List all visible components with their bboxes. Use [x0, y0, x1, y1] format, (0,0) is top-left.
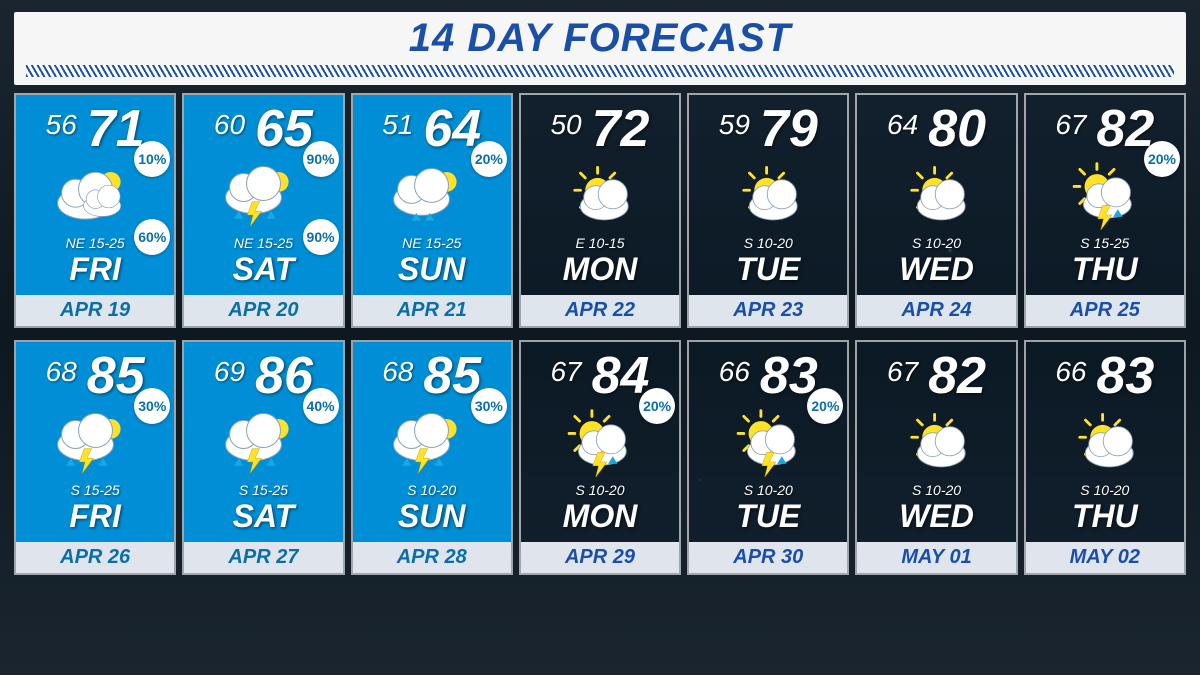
lo-temp: 64 [887, 103, 918, 141]
date-strip: APR 22 [521, 295, 679, 326]
forecast-card: 60 65 NE 15-25 SAT 90% 90% APR 20 [182, 93, 344, 328]
forecast-card: 66 83 S 10-20 TUE 20% APR 30 [687, 340, 849, 575]
lo-temp: 60 [214, 103, 245, 141]
day-of-week: FRI [22, 500, 168, 532]
date-strip: APR 20 [184, 295, 342, 326]
title-band: 14 DAY FORECAST [14, 12, 1186, 85]
lo-temp: 59 [719, 103, 750, 141]
lo-temp: 66 [719, 350, 750, 388]
precip-badge: 20% [471, 141, 507, 177]
wind-text: S 15-25 [190, 482, 336, 498]
weather-icon [863, 406, 1009, 478]
weather-icon [863, 159, 1009, 231]
forecast-card: 59 79 S 10-20 TUE APR 23 [687, 93, 849, 328]
weather-icon [695, 159, 841, 231]
date-strip: APR 23 [689, 295, 847, 326]
hi-temp: 65 [255, 103, 313, 155]
hi-temp: 85 [423, 350, 481, 402]
forecast-card: 50 72 E 10-15 MON APR 22 [519, 93, 681, 328]
day-of-week: MON [527, 500, 673, 532]
day-of-week: THU [1032, 253, 1178, 285]
wind-text: E 10-15 [527, 235, 673, 251]
wind-text: S 15-25 [1032, 235, 1178, 251]
date-strip: APR 30 [689, 542, 847, 573]
day-of-week: TUE [695, 500, 841, 532]
forecast-card: 64 80 S 10-20 WED APR 24 [855, 93, 1017, 328]
date-strip: APR 19 [16, 295, 174, 326]
hi-temp: 72 [592, 103, 650, 155]
day-of-week: FRI [22, 253, 168, 285]
lo-temp: 69 [214, 350, 245, 388]
hi-temp: 82 [1096, 103, 1154, 155]
forecast-card: 67 84 S 10-20 MON 20% APR 29 [519, 340, 681, 575]
day-of-week: SUN [359, 253, 505, 285]
forecast-title: 14 DAY FORECAST [14, 16, 1186, 61]
wind-text: NE 15-25 [359, 235, 505, 251]
precip-badge: 20% [1144, 141, 1180, 177]
lo-temp: 68 [46, 350, 77, 388]
wind-text: S 10-20 [863, 235, 1009, 251]
hi-temp: 83 [760, 350, 818, 402]
forecast-card: 68 85 S 15-25 FRI 30% APR 26 [14, 340, 176, 575]
forecast-card: 69 86 S 15-25 SAT 40% APR 27 [182, 340, 344, 575]
date-strip: APR 29 [521, 542, 679, 573]
hi-temp: 85 [87, 350, 145, 402]
lo-temp: 51 [382, 103, 413, 141]
day-of-week: TUE [695, 253, 841, 285]
date-strip: MAY 01 [857, 542, 1015, 573]
precip-badge: 20% [639, 388, 675, 424]
precip-badge: 30% [471, 388, 507, 424]
lo-temp: 66 [1055, 350, 1086, 388]
weather-icon [1032, 406, 1178, 478]
hi-temp: 64 [423, 103, 481, 155]
hi-temp: 71 [87, 103, 145, 155]
day-of-week: WED [863, 253, 1009, 285]
forecast-card: 67 82 S 10-20 WED MAY 01 [855, 340, 1017, 575]
lo-temp: 67 [1055, 103, 1086, 141]
hi-temp: 80 [928, 103, 986, 155]
wind-text: S 10-20 [1032, 482, 1178, 498]
hi-temp: 86 [255, 350, 313, 402]
forecast-card: 51 64 NE 15-25 SUN 20% APR 21 [351, 93, 513, 328]
wind-text: S 10-20 [695, 235, 841, 251]
hi-temp: 83 [1096, 350, 1154, 402]
date-strip: APR 28 [353, 542, 511, 573]
precip-badge: 90% [303, 219, 339, 255]
date-strip: APR 27 [184, 542, 342, 573]
forecast-card: 56 71 NE 15-25 FRI 10% 60% APR 19 [14, 93, 176, 328]
lo-temp: 56 [46, 103, 77, 141]
hi-temp: 84 [592, 350, 650, 402]
wind-text: S 10-20 [695, 482, 841, 498]
day-of-week: SUN [359, 500, 505, 532]
lo-temp: 50 [550, 103, 581, 141]
forecast-card: 68 85 S 10-20 SUN 30% APR 28 [351, 340, 513, 575]
day-of-week: SAT [190, 253, 336, 285]
date-strip: APR 21 [353, 295, 511, 326]
precip-badge: 90% [303, 141, 339, 177]
day-of-week: SAT [190, 500, 336, 532]
day-of-week: WED [863, 500, 1009, 532]
wind-text: S 10-20 [359, 482, 505, 498]
forecast-grid: 56 71 NE 15-25 FRI 10% 60% APR 19 60 65 [14, 93, 1186, 575]
weather-icon [527, 159, 673, 231]
lo-temp: 67 [887, 350, 918, 388]
day-of-week: MON [527, 253, 673, 285]
hi-temp: 79 [760, 103, 818, 155]
lo-temp: 67 [550, 350, 581, 388]
date-strip: APR 24 [857, 295, 1015, 326]
wind-text: S 10-20 [527, 482, 673, 498]
date-strip: APR 26 [16, 542, 174, 573]
date-strip: APR 25 [1026, 295, 1184, 326]
hi-temp: 82 [928, 350, 986, 402]
date-strip: MAY 02 [1026, 542, 1184, 573]
wind-text: S 10-20 [863, 482, 1009, 498]
wind-text: S 15-25 [22, 482, 168, 498]
forecast-card: 66 83 S 10-20 THU MAY 02 [1024, 340, 1186, 575]
lo-temp: 68 [382, 350, 413, 388]
title-stripe [26, 65, 1174, 77]
precip-badge: 40% [303, 388, 339, 424]
forecast-card: 67 82 S 15-25 THU 20% APR 25 [1024, 93, 1186, 328]
day-of-week: THU [1032, 500, 1178, 532]
